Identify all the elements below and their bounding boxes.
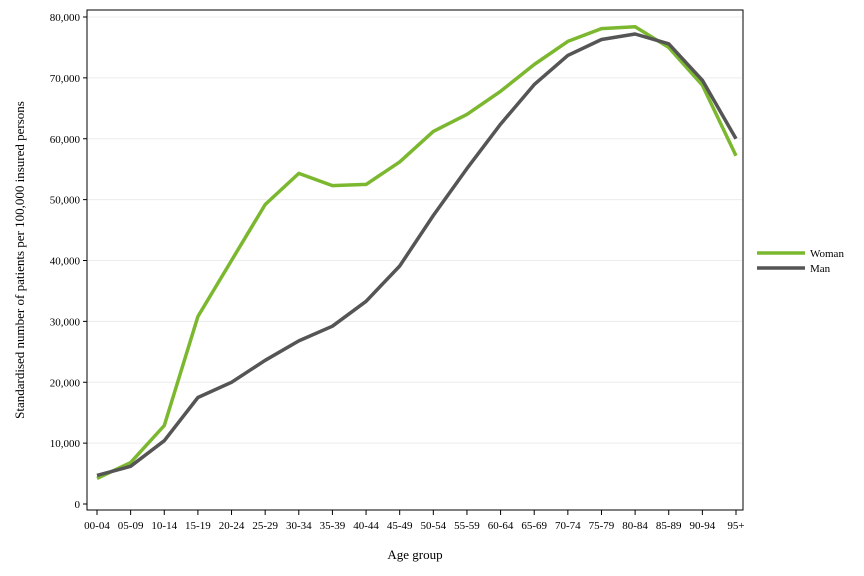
x-tick-label: 65-69 <box>521 520 547 532</box>
x-tick-label: 95+ <box>727 520 744 532</box>
x-tick-label: 55-59 <box>454 520 480 532</box>
x-tick-label: 15-19 <box>185 520 211 532</box>
y-axis: 0 10,000 20,000 30,000 40,000 50,000 60,000 70,… <box>50 12 87 511</box>
x-tick-label: 20-24 <box>219 520 245 532</box>
y-tick-label: 60,000 <box>50 134 81 146</box>
x-tick-label: 40-44 <box>353 520 379 532</box>
y-tick-label: 10,000 <box>50 438 81 450</box>
x-tick-label: 85-89 <box>656 520 682 532</box>
legend: Woman Man <box>757 248 844 275</box>
gridlines <box>88 16 742 444</box>
x-tick-label: 30-34 <box>286 520 312 532</box>
x-tick-label: 70-74 <box>555 520 581 532</box>
legend-label-woman: Woman <box>810 248 844 260</box>
series-group <box>96 24 738 480</box>
x-axis-title: Age group <box>387 547 442 562</box>
x-tick-label: 45-49 <box>387 520 413 532</box>
x-tick-label: 00-04 <box>84 520 110 532</box>
x-tick-label: 60-64 <box>488 520 514 532</box>
series-line-woman <box>96 24 738 480</box>
y-tick-label: 80,000 <box>50 12 81 24</box>
x-tick-label: 75-79 <box>589 520 615 532</box>
y-tick-label: 0 <box>75 499 81 511</box>
y-tick-label: 40,000 <box>50 256 81 268</box>
x-tick-label: 90-94 <box>690 520 716 532</box>
y-tick-label: 70,000 <box>50 73 81 85</box>
x-tick-label: 05-09 <box>118 520 144 532</box>
x-tick-label: 50-54 <box>420 520 446 532</box>
y-tick-label: 20,000 <box>50 377 81 389</box>
y-axis-title: Standardised number of patients per 100,… <box>12 101 27 419</box>
series-line-man <box>96 32 738 478</box>
y-tick-label: 30,000 <box>50 316 81 328</box>
x-tick-label: 35-39 <box>320 520 346 532</box>
x-tick-label: 25-29 <box>252 520 278 532</box>
x-axis: 00-04 05-09 10-14 15-19 20-24 25-29 30-34 35-39… <box>84 510 745 532</box>
x-tick-label: 10-14 <box>151 520 177 532</box>
x-tick-label: 80-84 <box>622 520 648 532</box>
y-tick-label: 50,000 <box>50 195 81 207</box>
legend-label-man: Man <box>810 263 831 275</box>
